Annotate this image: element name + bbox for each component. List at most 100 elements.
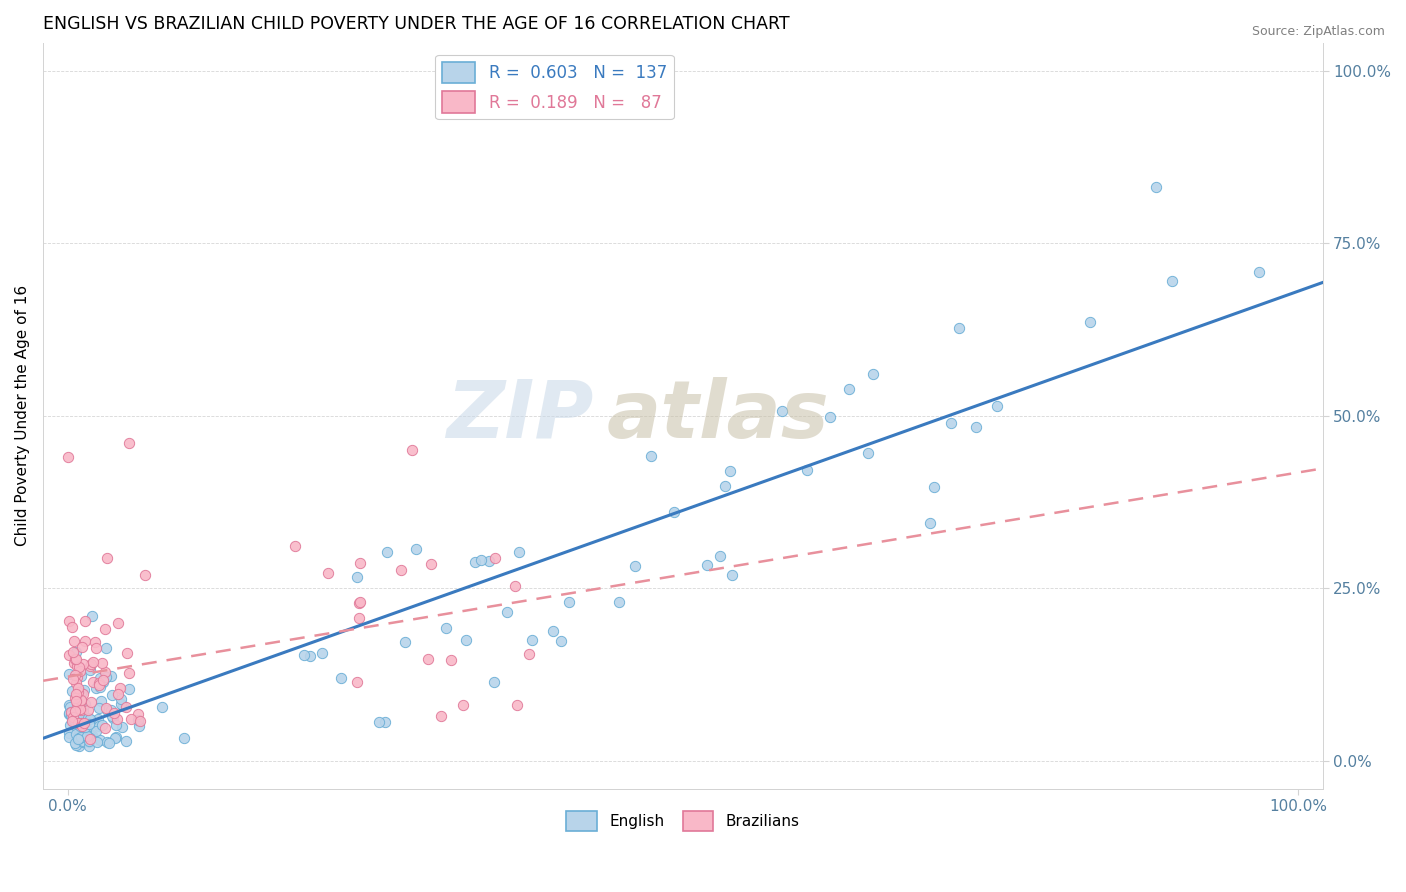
Point xyxy=(451,698,474,712)
Point xyxy=(58,707,80,722)
Point xyxy=(107,616,129,631)
Point xyxy=(80,728,103,742)
Point xyxy=(80,657,103,672)
Point xyxy=(59,718,82,732)
Point xyxy=(86,681,108,696)
Point xyxy=(506,698,529,713)
Point xyxy=(63,667,86,681)
Point xyxy=(550,634,572,648)
Point xyxy=(89,732,111,747)
Point xyxy=(696,558,718,573)
Point xyxy=(721,568,744,582)
Point xyxy=(94,700,117,714)
Point xyxy=(65,694,87,708)
Point xyxy=(111,698,134,713)
Point xyxy=(311,646,333,660)
Legend: English, Brazilians: English, Brazilians xyxy=(560,805,806,837)
Point xyxy=(58,725,80,739)
Point xyxy=(349,595,371,609)
Point xyxy=(72,734,94,748)
Point xyxy=(66,695,89,709)
Point xyxy=(79,713,101,727)
Point xyxy=(66,715,89,730)
Point xyxy=(73,697,96,711)
Point xyxy=(69,710,91,724)
Point xyxy=(838,382,860,396)
Point xyxy=(77,716,100,731)
Point xyxy=(118,666,141,681)
Point xyxy=(713,479,735,493)
Point xyxy=(73,726,96,740)
Point xyxy=(65,726,87,740)
Point xyxy=(91,718,114,732)
Point xyxy=(66,731,89,745)
Point xyxy=(484,551,506,566)
Point xyxy=(76,729,98,743)
Point xyxy=(856,446,879,460)
Point xyxy=(72,703,94,717)
Point xyxy=(65,675,87,690)
Point xyxy=(375,545,398,559)
Point xyxy=(79,664,101,678)
Point xyxy=(77,733,100,747)
Point xyxy=(67,728,90,742)
Point xyxy=(607,595,630,609)
Point xyxy=(62,713,84,727)
Point xyxy=(80,695,103,709)
Point xyxy=(662,505,685,519)
Point xyxy=(82,608,104,623)
Point xyxy=(91,657,114,671)
Point xyxy=(89,671,111,685)
Point xyxy=(82,655,104,669)
Point xyxy=(63,736,86,750)
Point xyxy=(69,702,91,716)
Point xyxy=(709,549,731,563)
Point xyxy=(508,545,530,559)
Point xyxy=(67,684,90,698)
Point xyxy=(101,708,124,723)
Point xyxy=(84,640,107,655)
Point xyxy=(96,734,118,748)
Point xyxy=(118,436,141,450)
Point xyxy=(66,681,89,695)
Point xyxy=(62,673,84,687)
Point xyxy=(80,729,103,743)
Point xyxy=(105,731,128,745)
Point xyxy=(543,624,565,638)
Point xyxy=(70,669,93,683)
Point xyxy=(66,659,89,673)
Point xyxy=(127,706,149,721)
Point xyxy=(73,710,96,724)
Point xyxy=(986,399,1008,413)
Point xyxy=(58,698,80,712)
Point xyxy=(72,657,94,671)
Point xyxy=(347,611,370,625)
Point xyxy=(796,463,818,477)
Point xyxy=(60,714,83,728)
Point xyxy=(505,579,527,593)
Point xyxy=(82,675,104,690)
Point xyxy=(128,718,150,732)
Point xyxy=(73,682,96,697)
Point xyxy=(134,568,156,582)
Point xyxy=(65,719,87,733)
Point xyxy=(284,539,307,553)
Point xyxy=(110,698,132,712)
Point xyxy=(418,652,440,666)
Point xyxy=(103,706,125,720)
Point xyxy=(56,450,79,464)
Point xyxy=(107,687,129,701)
Point xyxy=(470,553,492,567)
Text: Source: ZipAtlas.com: Source: ZipAtlas.com xyxy=(1251,25,1385,38)
Text: ENGLISH VS BRAZILIAN CHILD POVERTY UNDER THE AGE OF 16 CORRELATION CHART: ENGLISH VS BRAZILIAN CHILD POVERTY UNDER… xyxy=(44,15,790,33)
Point xyxy=(118,681,141,696)
Point xyxy=(79,731,101,745)
Point xyxy=(496,605,519,619)
Point xyxy=(73,716,96,731)
Point xyxy=(67,739,90,754)
Point xyxy=(73,614,96,628)
Point xyxy=(98,736,121,750)
Point xyxy=(62,644,84,658)
Point xyxy=(624,558,647,573)
Point xyxy=(316,566,339,581)
